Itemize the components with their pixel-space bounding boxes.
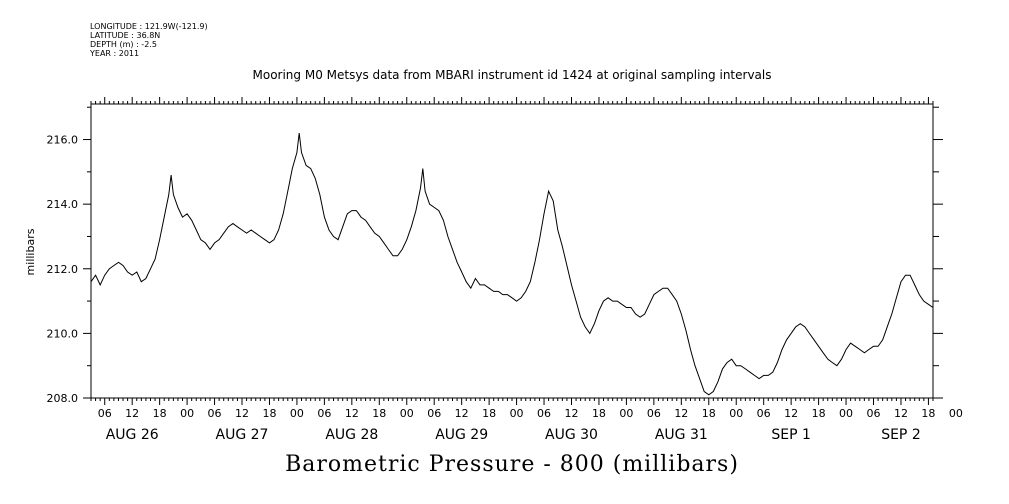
x-day-label: SEP 1 (771, 427, 811, 443)
axis-ticks (83, 97, 943, 405)
x-tick-label: 12 (564, 407, 578, 420)
x-axis-title: Barometric Pressure - 800 (millibars) (285, 452, 739, 477)
x-tick-label: 18 (262, 407, 276, 420)
x-tick-label: 06 (537, 407, 551, 420)
plot-frame (90, 103, 934, 399)
mooring-metadata: LONGITUDE : 121.9W(-121.9) LATITUDE : 36… (90, 22, 208, 58)
x-tick-label: 12 (235, 407, 249, 420)
x-tick-label: 12 (784, 407, 798, 420)
x-tick-label: 00 (290, 407, 304, 420)
y-axis-title: millibars (24, 228, 37, 275)
x-tick-label: 18 (702, 407, 716, 420)
series-layer (90, 133, 934, 396)
x-tick-label: 12 (125, 407, 139, 420)
chart-title: Mooring M0 Metsys data from MBARI instru… (252, 68, 772, 82)
x-tick-label: 06 (867, 407, 881, 420)
x-tick-label: 06 (427, 407, 441, 420)
y-tick-label: 210.0 (47, 327, 79, 340)
y-tick-label: 216.0 (47, 134, 79, 147)
pressure-series-line (90, 133, 934, 396)
x-day-label: AUG 26 (106, 427, 159, 443)
x-day-label: AUG 29 (435, 427, 488, 443)
axis-labels: 06 12 18 00 06 12 18 00 06 12 18 00 06 12 18 00 06 12 18 00… (47, 134, 963, 443)
x-tick-label: 06 (647, 407, 661, 420)
x-tick-label: 18 (482, 407, 496, 420)
y-tick-label: 208.0 (47, 392, 79, 405)
x-tick-label: 06 (208, 407, 222, 420)
x-day-label: AUG 31 (655, 427, 708, 443)
x-tick-label: 18 (812, 407, 826, 420)
latitude-label: LATITUDE : 36.8N (90, 31, 161, 40)
x-day-label: AUG 28 (325, 427, 378, 443)
x-tick-label: 00 (949, 407, 963, 420)
x-tick-label: 06 (98, 407, 112, 420)
x-tick-label: 18 (153, 407, 167, 420)
x-day-label: AUG 30 (545, 427, 598, 443)
x-day-label: SEP 2 (881, 427, 921, 443)
x-tick-label: 06 (757, 407, 771, 420)
x-tick-label: 18 (372, 407, 386, 420)
x-tick-label: 18 (921, 407, 935, 420)
longitude-label: LONGITUDE : 121.9W(-121.9) (90, 22, 208, 31)
x-tick-label: 00 (619, 407, 633, 420)
x-tick-label: 12 (455, 407, 469, 420)
x-tick-label: 00 (729, 407, 743, 420)
x-tick-label: 12 (894, 407, 908, 420)
y-tick-label: 214.0 (47, 198, 79, 211)
x-tick-label: 00 (180, 407, 194, 420)
x-tick-label: 06 (317, 407, 331, 420)
y-tick-label: 212.0 (47, 263, 79, 276)
plot-border (90, 103, 934, 399)
x-tick-label: 12 (345, 407, 359, 420)
x-day-label: AUG 27 (216, 427, 269, 443)
x-tick-label: 00 (510, 407, 524, 420)
x-tick-label: 00 (400, 407, 414, 420)
year-label: YEAR : 2011 (90, 49, 140, 58)
x-tick-label: 12 (674, 407, 688, 420)
x-tick-label: 00 (839, 407, 853, 420)
depth-label: DEPTH (m) : -2.5 (90, 40, 157, 49)
x-tick-label: 18 (592, 407, 606, 420)
